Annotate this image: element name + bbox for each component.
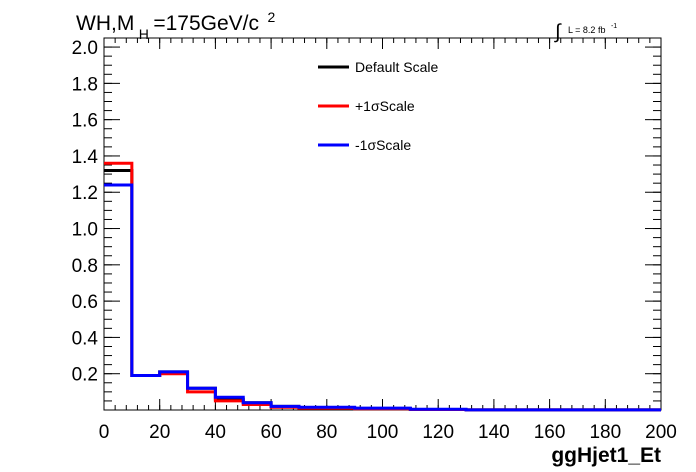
- y-tick-label: 0.6: [72, 292, 98, 313]
- x-tick-label: 20: [149, 422, 170, 443]
- histogram-series: [104, 161, 661, 412]
- legend: Default Scale +1σScale -1σScale: [318, 59, 438, 153]
- plot-frame: [103, 37, 662, 411]
- x-tick-label: 80: [316, 422, 337, 443]
- x-axis: 0 20 40 60 80 100 120 140 160 180 200: [99, 38, 677, 443]
- y-tick-label: 1.6: [72, 111, 98, 132]
- luminosity-integral: ∫: [554, 21, 562, 43]
- x-tick-label: 100: [367, 422, 399, 443]
- x-tick-label: 200: [645, 422, 677, 443]
- series-line: [104, 183, 661, 412]
- y-tick-label: 1.8: [72, 74, 98, 95]
- x-tick-label: 140: [478, 422, 510, 443]
- y-tick-label: 1.2: [72, 183, 98, 204]
- x-tick-label: 60: [261, 422, 282, 443]
- x-tick-label: 160: [534, 422, 566, 443]
- x-tick-label: 180: [589, 422, 621, 443]
- title-superscript: 2: [267, 9, 275, 25]
- x-axis-label: ggHjet1_Et: [551, 444, 661, 467]
- legend-label: -1σScale: [355, 137, 411, 153]
- y-tick-label: 0.8: [72, 256, 98, 277]
- y-tick-label: 1.4: [72, 147, 99, 168]
- luminosity-superscript: -1: [611, 23, 617, 30]
- legend-label: Default Scale: [355, 59, 438, 75]
- x-tick-label: 0: [99, 422, 110, 443]
- y-tick-label: 0.4: [72, 328, 99, 349]
- y-tick-label: 0.2: [72, 365, 98, 386]
- title-subscript: H: [139, 26, 149, 42]
- luminosity-text: L = 8.2 fb: [568, 25, 605, 35]
- x-tick-label: 40: [205, 422, 226, 443]
- title-prefix: WH,M: [76, 12, 134, 35]
- luminosity-label: L = 8.2 fb -1: [568, 23, 617, 35]
- y-tick-label: 1.0: [72, 220, 98, 241]
- y-axis: 0.2 0.4 0.6 0.8 1.0 1.2 1.4 1.6 1.8 2.0: [72, 37, 661, 402]
- x-tick-label: 120: [422, 422, 454, 443]
- chart-title: WH,M H =175GeV/c 2: [76, 9, 275, 43]
- y-tick-label: 2.0: [72, 38, 98, 59]
- title-main: =175GeV/c: [153, 12, 259, 35]
- legend-label: +1σScale: [355, 98, 415, 114]
